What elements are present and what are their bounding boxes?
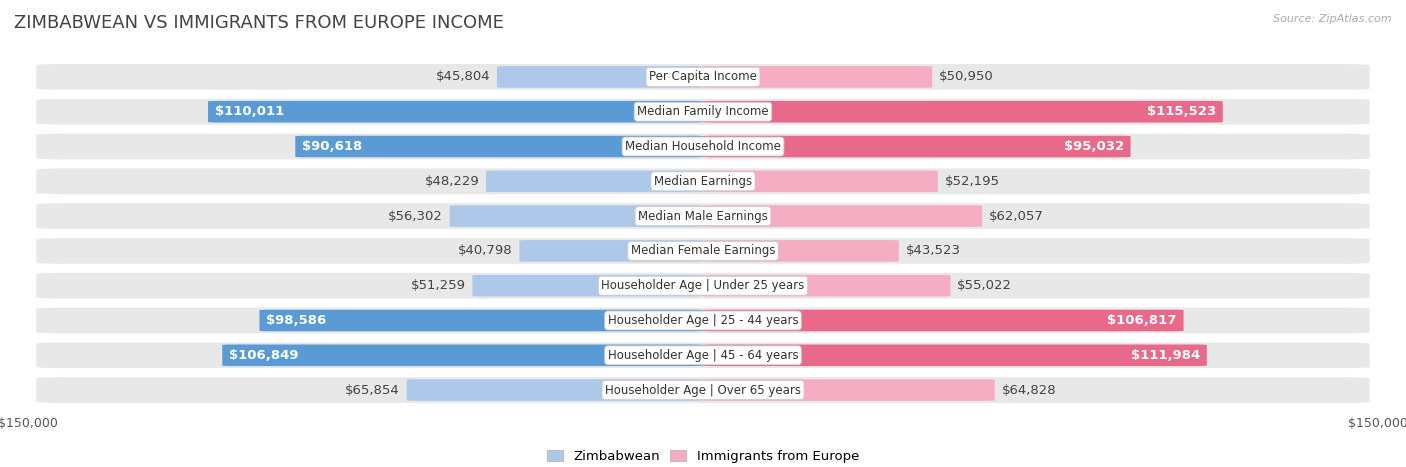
FancyBboxPatch shape	[260, 310, 703, 331]
FancyBboxPatch shape	[703, 170, 938, 192]
Text: $106,849: $106,849	[229, 349, 298, 362]
Text: ZIMBABWEAN VS IMMIGRANTS FROM EUROPE INCOME: ZIMBABWEAN VS IMMIGRANTS FROM EUROPE INC…	[14, 14, 503, 32]
Text: Median Earnings: Median Earnings	[654, 175, 752, 188]
FancyBboxPatch shape	[703, 310, 1184, 331]
FancyBboxPatch shape	[406, 379, 703, 401]
Text: $51,259: $51,259	[411, 279, 465, 292]
Text: Median Family Income: Median Family Income	[637, 105, 769, 118]
Text: Householder Age | Over 65 years: Householder Age | Over 65 years	[605, 383, 801, 396]
FancyBboxPatch shape	[703, 205, 983, 227]
FancyBboxPatch shape	[37, 377, 1369, 403]
FancyBboxPatch shape	[222, 345, 703, 366]
Legend: Zimbabwean, Immigrants from Europe: Zimbabwean, Immigrants from Europe	[541, 445, 865, 467]
Text: $111,984: $111,984	[1130, 349, 1201, 362]
Text: $64,828: $64,828	[1001, 383, 1056, 396]
Text: Median Male Earnings: Median Male Earnings	[638, 210, 768, 223]
FancyBboxPatch shape	[295, 136, 703, 157]
Text: $62,057: $62,057	[988, 210, 1043, 223]
FancyBboxPatch shape	[703, 66, 932, 88]
FancyBboxPatch shape	[703, 275, 950, 297]
Text: Householder Age | Under 25 years: Householder Age | Under 25 years	[602, 279, 804, 292]
Text: $106,817: $106,817	[1108, 314, 1177, 327]
Text: $43,523: $43,523	[905, 244, 960, 257]
FancyBboxPatch shape	[703, 345, 1206, 366]
Text: $40,798: $40,798	[458, 244, 513, 257]
FancyBboxPatch shape	[37, 64, 1369, 90]
Text: $115,523: $115,523	[1147, 105, 1216, 118]
FancyBboxPatch shape	[37, 273, 1369, 298]
Text: $48,229: $48,229	[425, 175, 479, 188]
FancyBboxPatch shape	[472, 275, 703, 297]
Text: $95,032: $95,032	[1064, 140, 1123, 153]
Text: Per Capita Income: Per Capita Income	[650, 71, 756, 84]
FancyBboxPatch shape	[450, 205, 703, 227]
Text: Householder Age | 25 - 44 years: Householder Age | 25 - 44 years	[607, 314, 799, 327]
Text: $52,195: $52,195	[945, 175, 1000, 188]
Text: $55,022: $55,022	[957, 279, 1012, 292]
FancyBboxPatch shape	[37, 99, 1369, 125]
FancyBboxPatch shape	[703, 379, 994, 401]
Text: $98,586: $98,586	[266, 314, 326, 327]
Text: Median Female Earnings: Median Female Earnings	[631, 244, 775, 257]
Text: Source: ZipAtlas.com: Source: ZipAtlas.com	[1274, 14, 1392, 24]
FancyBboxPatch shape	[519, 240, 703, 262]
Text: $90,618: $90,618	[302, 140, 363, 153]
Text: $65,854: $65,854	[346, 383, 399, 396]
FancyBboxPatch shape	[703, 101, 1223, 122]
Text: $45,804: $45,804	[436, 71, 491, 84]
FancyBboxPatch shape	[37, 169, 1369, 194]
Text: $110,011: $110,011	[215, 105, 284, 118]
FancyBboxPatch shape	[37, 134, 1369, 159]
Text: Median Household Income: Median Household Income	[626, 140, 780, 153]
FancyBboxPatch shape	[37, 238, 1369, 264]
Text: $50,950: $50,950	[939, 71, 994, 84]
FancyBboxPatch shape	[703, 240, 898, 262]
Text: $56,302: $56,302	[388, 210, 443, 223]
Text: Householder Age | 45 - 64 years: Householder Age | 45 - 64 years	[607, 349, 799, 362]
FancyBboxPatch shape	[37, 308, 1369, 333]
FancyBboxPatch shape	[37, 203, 1369, 229]
FancyBboxPatch shape	[703, 136, 1130, 157]
FancyBboxPatch shape	[37, 342, 1369, 368]
FancyBboxPatch shape	[486, 170, 703, 192]
FancyBboxPatch shape	[496, 66, 703, 88]
FancyBboxPatch shape	[208, 101, 703, 122]
